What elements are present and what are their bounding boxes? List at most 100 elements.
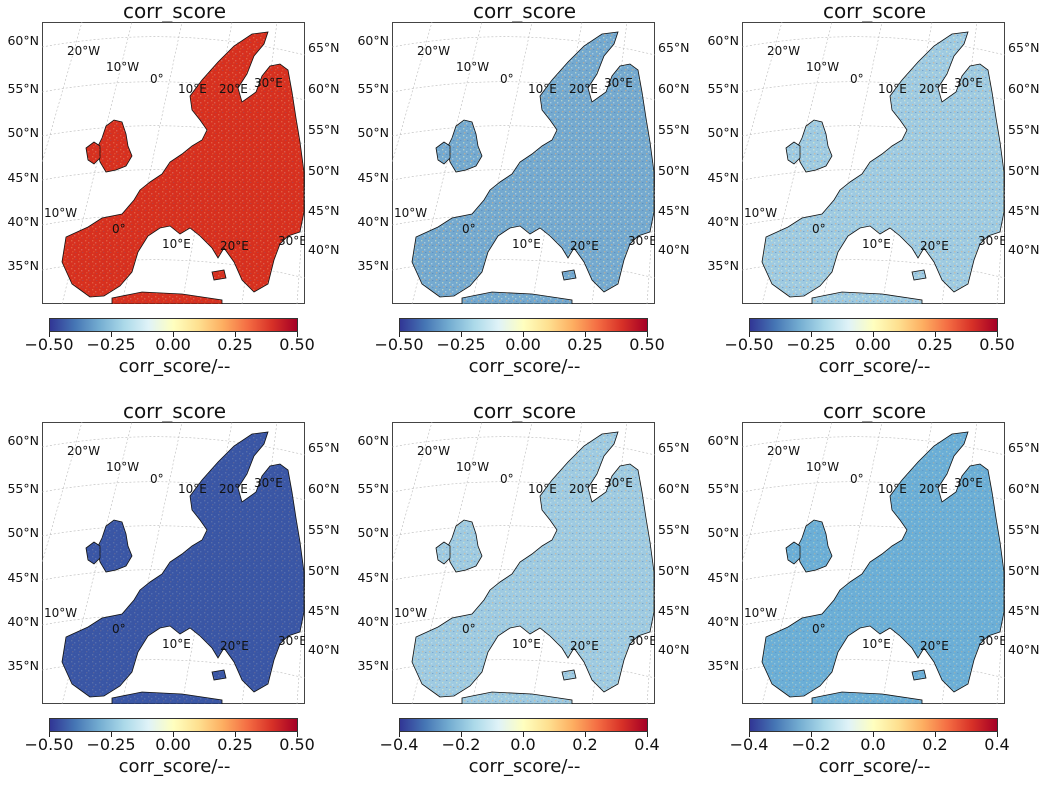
colorbar-tick-mark	[585, 732, 586, 737]
lon-label: 0°	[462, 222, 476, 236]
landmass-shape	[761, 431, 1005, 698]
panel-title: corr_score	[122, 0, 227, 23]
landmass-shape	[411, 31, 655, 298]
north-africa-shape	[811, 291, 923, 304]
map-area: 20°W 10°W 0° 10°E 20°E 30°E 10°W 0° 10°E 20°E 30°E	[742, 422, 1005, 704]
lon-label: 20°W	[417, 44, 450, 58]
uk-shape	[96, 119, 133, 173]
colorbar-tick-mark	[997, 332, 998, 337]
map-svg: 20°W 10°W 0° 10°E 20°E 30°E 10°W 0° 10°E 20°E 30°E	[392, 22, 655, 304]
lat-label-right: 55°N	[308, 122, 340, 137]
lat-label-left: 35°N	[7, 258, 39, 273]
map-panel-1: corr_score 20°W 10°W 0° 10°E 20°E 30°E 10°W 0° 10…	[0, 0, 349, 393]
lat-label-right: 55°N	[1008, 522, 1040, 537]
lat-label-left: 50°N	[707, 125, 739, 140]
colorbar-tick-mark	[811, 732, 812, 737]
ireland-shape	[435, 141, 451, 165]
lon-label: 20°E	[920, 239, 949, 253]
colorbar-tick-mark	[811, 332, 812, 337]
lat-label-right: 55°N	[308, 522, 340, 537]
lat-label-left: 35°N	[707, 658, 739, 673]
lon-label: 10°W	[456, 60, 489, 74]
colorbar-tick-mark	[749, 732, 750, 737]
colorbar-tick-label: 0.00	[505, 335, 541, 354]
lon-label: 0°	[850, 472, 864, 486]
lat-label-right: 60°N	[1008, 481, 1040, 496]
colorbar-label: corr_score/--	[118, 756, 231, 777]
lat-label-left: 55°N	[357, 481, 389, 496]
lat-label-right: 55°N	[658, 122, 690, 137]
lon-label: 30°E	[278, 634, 305, 648]
lon-label: 10°W	[456, 460, 489, 474]
colorbar-tick-mark	[873, 732, 874, 737]
lat-label-right: 65°N	[1008, 40, 1040, 55]
lon-label: 30°E	[604, 476, 633, 490]
colorbar-tick-label: −0.25	[86, 735, 136, 754]
lat-label-right: 50°N	[308, 563, 340, 578]
lat-label-left: 35°N	[357, 658, 389, 673]
panel-title: corr_score	[822, 0, 927, 23]
colorbar-tick-mark	[173, 332, 174, 337]
lat-label-left: 40°N	[357, 214, 389, 229]
colorbar-tick-mark	[873, 332, 874, 337]
lat-label-right: 60°N	[1008, 81, 1040, 96]
colorbar-tick-label: −0.50	[374, 335, 424, 354]
lat-label-right: 60°N	[308, 481, 340, 496]
lat-label-left: 50°N	[357, 525, 389, 540]
lon-label: 20°E	[570, 639, 599, 653]
colorbar-tick-label: −0.2	[791, 735, 831, 754]
lon-label: 20°E	[919, 82, 948, 96]
lon-label: 30°E	[978, 234, 1005, 248]
lat-label-right: 50°N	[1008, 563, 1040, 578]
colorbar	[49, 718, 298, 732]
map-svg: 20°W 10°W 0° 10°E 20°E 30°E 10°W 0° 10°E 20°E 30°E	[742, 22, 1005, 304]
map-area: 20°W 10°W 0° 10°E 20°E 30°E 10°W 0° 10°E 20°E 30°E	[392, 22, 655, 304]
lon-label: 30°E	[278, 234, 305, 248]
lon-label: 0°	[500, 472, 514, 486]
colorbar-tick-label: 0.0	[860, 735, 886, 754]
colorbar-label: corr_score/--	[468, 756, 581, 777]
lat-label-right: 40°N	[658, 642, 690, 657]
north-africa-shape	[111, 691, 223, 704]
colorbar-tick-label: −0.50	[24, 735, 74, 754]
lat-label-left: 45°N	[707, 170, 739, 185]
lon-label: 20°E	[569, 482, 598, 496]
lon-label: 10°W	[44, 606, 77, 620]
colorbar-tick-mark	[935, 732, 936, 737]
lon-label: 20°W	[67, 44, 100, 58]
lat-label-left: 40°N	[707, 614, 739, 629]
lon-label: 20°E	[919, 482, 948, 496]
colorbar-tick-label: 0.00	[855, 335, 891, 354]
colorbar-tick-mark	[749, 332, 750, 337]
lat-label-left: 60°N	[7, 433, 39, 448]
lat-label-left: 55°N	[7, 81, 39, 96]
lat-label-right: 55°N	[1008, 122, 1040, 137]
landmass-shape	[61, 431, 305, 698]
lat-label-right: 50°N	[658, 163, 690, 178]
lon-label: 10°E	[512, 637, 541, 651]
lon-label: 30°E	[254, 76, 283, 90]
sicily-shape	[911, 669, 927, 681]
colorbar-tick-mark	[173, 732, 174, 737]
colorbar-tick-mark	[997, 732, 998, 737]
lon-label: 20°E	[920, 639, 949, 653]
colorbar-tick-mark	[399, 332, 400, 337]
panel-title: corr_score	[472, 399, 577, 423]
lon-label: 20°E	[570, 239, 599, 253]
colorbar-tick-mark	[235, 332, 236, 337]
lon-label: 10°E	[178, 482, 207, 496]
lon-label: 30°E	[254, 476, 283, 490]
lat-label-right: 60°N	[308, 81, 340, 96]
landmass-shape	[61, 31, 305, 298]
colorbar	[749, 718, 998, 732]
lat-label-right: 65°N	[308, 40, 340, 55]
lat-label-right: 40°N	[308, 242, 340, 257]
colorbar-tick-mark	[647, 332, 648, 337]
ireland-shape	[85, 141, 101, 165]
lat-label-right: 45°N	[308, 203, 340, 218]
lon-label: 10°E	[512, 237, 541, 251]
lat-label-left: 60°N	[707, 433, 739, 448]
lat-label-left: 45°N	[7, 570, 39, 585]
map-panel-6: corr_score 20°W 10°W 0° 10°E 20°E 30°E 10°W 0° 10…	[700, 400, 1047, 793]
colorbar-tick-mark	[49, 732, 50, 737]
